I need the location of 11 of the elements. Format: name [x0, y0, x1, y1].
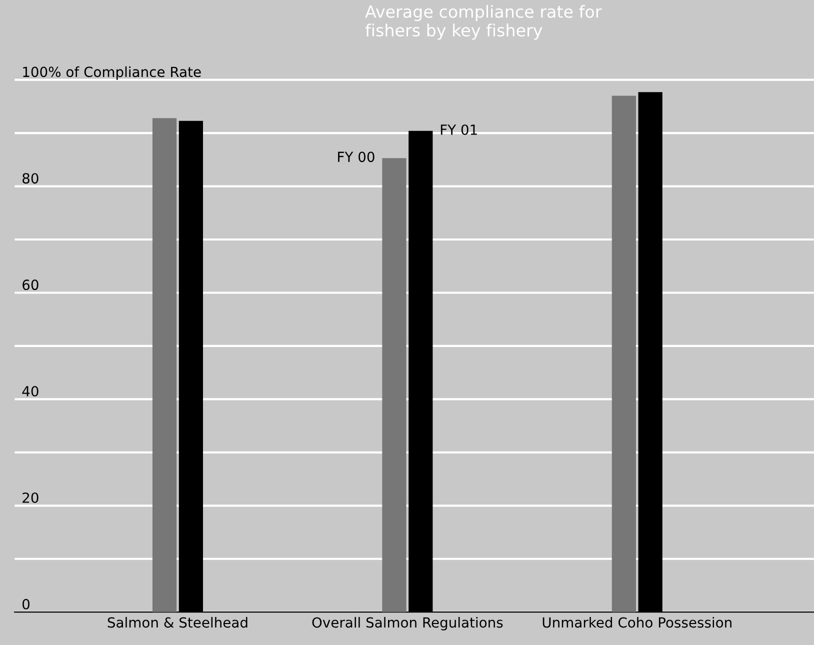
x-tick-label: Salmon & Steelhead [108, 616, 248, 628]
y-tick-label: 40 [22, 386, 38, 397]
series-label: FY 01 [440, 124, 477, 135]
y-tick-label: 60 [22, 280, 38, 290]
series-label: FY 00 [338, 152, 374, 162]
y-tick-label: 100% of Compliance Rate [23, 66, 201, 80]
y-tick-label: 80 [22, 173, 38, 184]
x-tick-label: Overall Salmon Regulations [312, 616, 503, 630]
y-tick-label: 20 [22, 492, 38, 503]
x-tick-label: Unmarked Coho Possession [542, 616, 732, 628]
y-tick-label: 0 [22, 598, 30, 610]
